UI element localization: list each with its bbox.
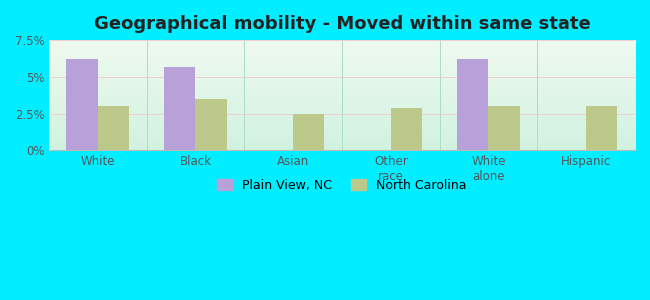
Legend: Plain View, NC, North Carolina: Plain View, NC, North Carolina xyxy=(213,174,472,197)
Title: Geographical mobility - Moved within same state: Geographical mobility - Moved within sam… xyxy=(94,15,590,33)
Bar xyxy=(391,108,422,150)
Bar xyxy=(196,99,227,150)
Bar xyxy=(66,59,98,150)
Bar xyxy=(293,114,324,150)
Bar xyxy=(586,106,618,150)
Bar xyxy=(457,59,489,150)
Bar xyxy=(489,106,520,150)
Bar xyxy=(164,67,196,150)
Bar xyxy=(98,106,129,150)
